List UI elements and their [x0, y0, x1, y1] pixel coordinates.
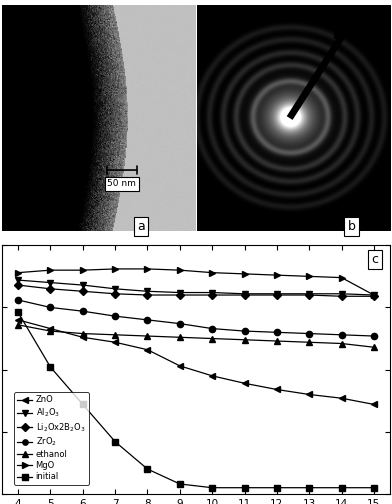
ZnO: [80, 334, 85, 340]
Text: a: a: [137, 220, 145, 233]
Al$_2$O$_3$: [372, 292, 376, 298]
MgO: [372, 292, 376, 298]
Li$_2$Ox2B$_2$O$_3$: [242, 292, 247, 298]
MgO: [145, 266, 150, 272]
Li$_2$Ox2B$_2$O$_3$: [80, 288, 85, 294]
Al$_2$O$_3$: [178, 289, 182, 295]
initial: [274, 485, 279, 491]
initial: [113, 438, 118, 445]
Al$_2$O$_3$: [16, 277, 20, 283]
Li$_2$Ox2B$_2$O$_3$: [339, 293, 344, 299]
Al$_2$O$_3$: [145, 288, 150, 294]
Li$_2$Ox2B$_2$O$_3$: [113, 291, 118, 297]
ethanol: [80, 331, 85, 337]
ZnO: [242, 380, 247, 386]
ZrO$_2$: [274, 329, 279, 335]
Al$_2$O$_3$: [274, 291, 279, 297]
Li$_2$Ox2B$_2$O$_3$: [307, 292, 312, 298]
ethanol: [48, 328, 53, 334]
Al$_2$O$_3$: [307, 291, 312, 297]
Line: ZnO: ZnO: [15, 317, 377, 408]
ethanol: [113, 332, 118, 338]
MgO: [48, 267, 53, 273]
ZrO$_2$: [16, 297, 20, 303]
Li$_2$Ox2B$_2$O$_3$: [372, 293, 376, 299]
Al$_2$O$_3$: [210, 289, 214, 295]
MgO: [80, 267, 85, 273]
initial: [80, 401, 85, 407]
ZnO: [274, 387, 279, 393]
Line: initial: initial: [15, 309, 377, 491]
ZrO$_2$: [372, 333, 376, 339]
ZrO$_2$: [145, 317, 150, 323]
Li$_2$Ox2B$_2$O$_3$: [48, 286, 53, 292]
ZnO: [210, 373, 214, 379]
ZrO$_2$: [178, 321, 182, 327]
ZrO$_2$: [242, 328, 247, 334]
initial: [242, 485, 247, 491]
MgO: [339, 275, 344, 281]
MgO: [178, 267, 182, 273]
ZrO$_2$: [80, 308, 85, 314]
Al$_2$O$_3$: [48, 280, 53, 286]
ethanol: [145, 333, 150, 339]
ZnO: [113, 339, 118, 345]
initial: [48, 364, 53, 370]
ethanol: [372, 344, 376, 350]
MgO: [113, 266, 118, 272]
Line: ethanol: ethanol: [15, 322, 377, 350]
Li$_2$Ox2B$_2$O$_3$: [178, 292, 182, 298]
initial: [16, 309, 20, 316]
Line: Li$_2$Ox2B$_2$O$_3$: Li$_2$Ox2B$_2$O$_3$: [15, 282, 377, 299]
MgO: [242, 271, 247, 277]
ethanol: [210, 336, 214, 342]
Li$_2$Ox2B$_2$O$_3$: [210, 292, 214, 298]
Text: 50 nm: 50 nm: [107, 179, 136, 188]
ZrO$_2$: [113, 313, 118, 319]
initial: [372, 485, 376, 491]
MgO: [210, 270, 214, 276]
ZnO: [145, 347, 150, 353]
Al$_2$O$_3$: [339, 291, 344, 297]
Li$_2$Ox2B$_2$O$_3$: [16, 282, 20, 288]
Line: MgO: MgO: [15, 266, 377, 298]
ethanol: [274, 338, 279, 344]
Al$_2$O$_3$: [80, 282, 85, 288]
initial: [145, 466, 150, 472]
ZrO$_2$: [48, 304, 53, 310]
ZnO: [48, 326, 53, 332]
ethanol: [339, 341, 344, 347]
ZnO: [307, 392, 312, 398]
ZrO$_2$: [339, 332, 344, 338]
ethanol: [16, 322, 20, 328]
ZnO: [339, 395, 344, 401]
Text: b: b: [348, 220, 356, 233]
initial: [210, 485, 214, 491]
initial: [178, 481, 182, 487]
Al$_2$O$_3$: [113, 286, 118, 292]
MgO: [307, 273, 312, 279]
initial: [307, 485, 312, 491]
Legend: ZnO, Al$_2$O$_3$, Li$_2$Ox2B$_2$O$_3$, ZrO$_2$, ethanol, MgO, initial: ZnO, Al$_2$O$_3$, Li$_2$Ox2B$_2$O$_3$, Z…: [14, 392, 89, 485]
ZnO: [16, 317, 20, 323]
Al$_2$O$_3$: [242, 291, 247, 297]
ZrO$_2$: [307, 331, 312, 337]
Li$_2$Ox2B$_2$O$_3$: [274, 292, 279, 298]
ZnO: [372, 401, 376, 407]
MgO: [16, 270, 20, 276]
ethanol: [242, 337, 247, 343]
ethanol: [178, 334, 182, 340]
Text: c: c: [371, 253, 378, 266]
initial: [339, 485, 344, 491]
MgO: [274, 272, 279, 278]
ZrO$_2$: [210, 326, 214, 332]
Line: Al$_2$O$_3$: Al$_2$O$_3$: [15, 277, 377, 298]
ethanol: [307, 339, 312, 345]
Line: ZrO$_2$: ZrO$_2$: [15, 297, 377, 339]
ZnO: [178, 363, 182, 369]
Li$_2$Ox2B$_2$O$_3$: [145, 292, 150, 298]
